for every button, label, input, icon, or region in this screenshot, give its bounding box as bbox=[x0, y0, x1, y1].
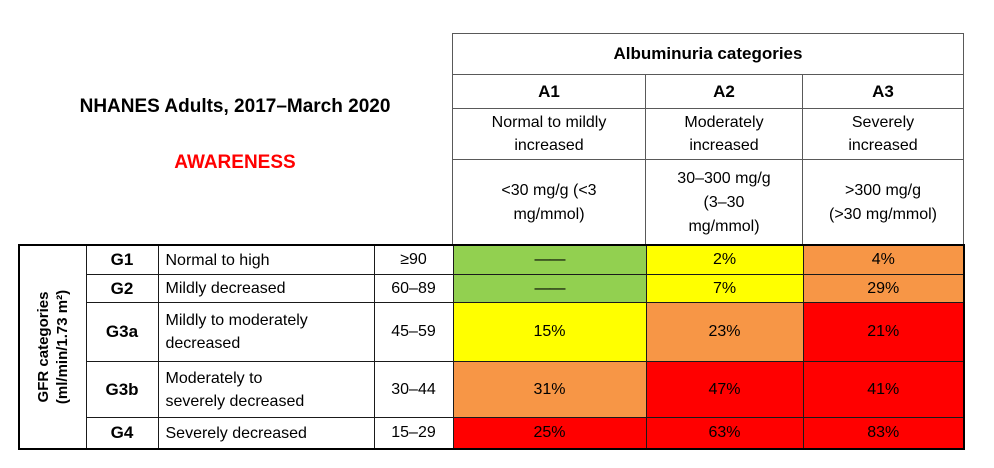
title-block: NHANES Adults, 2017–March 2020 AWARENESS bbox=[18, 96, 452, 174]
table-row-g1: GFR categories (ml/min/1.73 m²) G1 Norma… bbox=[18, 244, 965, 450]
cell-g2-a2: 7% bbox=[645, 274, 804, 303]
row-code-g3b: G3b bbox=[85, 361, 159, 418]
column-code-a3: A3 bbox=[802, 74, 964, 109]
row-code-g3a: G3a bbox=[85, 302, 159, 362]
row-label-g1: Normal to high bbox=[157, 244, 375, 275]
gfr-matrix-table: GFR categories (ml/min/1.73 m²) G1 Norma… bbox=[18, 244, 965, 450]
table-row-g4: G4 Severely decreased 15–29 25% 63% 83% bbox=[19, 417, 965, 450]
study-title: NHANES Adults, 2017–March 2020 bbox=[79, 96, 391, 117]
cell-g3a-a2: 23% bbox=[645, 302, 804, 362]
cell-g3b-a3: 41% bbox=[802, 361, 965, 418]
cell-g4-a2: 63% bbox=[645, 417, 804, 450]
row-label-g3b: Moderately to severely decreased bbox=[157, 361, 375, 418]
cell-g1-a2: 2% bbox=[645, 244, 804, 275]
row-label-g2: Mildly decreased bbox=[157, 274, 375, 303]
gfr-axis-label: GFR categories (ml/min/1.73 m²) bbox=[34, 290, 72, 404]
cell-g4-a3: 83% bbox=[802, 417, 965, 450]
cell-g3b-a2: 47% bbox=[645, 361, 804, 418]
albuminuria-label-row: Normal to mildly increased Moderately in… bbox=[452, 108, 964, 160]
row-code-g4: G4 bbox=[85, 417, 159, 450]
cell-g3a-a1: 15% bbox=[452, 302, 647, 362]
gfr-axis-label-cell: GFR categories (ml/min/1.73 m²) bbox=[18, 244, 87, 450]
row-label-g3a: Mildly to moderately decreased bbox=[157, 302, 375, 362]
gfr-axis-label-line1: GFR categories bbox=[34, 291, 52, 403]
measure-title: AWARENESS bbox=[174, 152, 296, 173]
row-range-g2: 60–89 bbox=[373, 274, 454, 303]
cell-g2-a1: —— bbox=[452, 274, 647, 303]
row-code-g1: G1 bbox=[85, 244, 159, 275]
table-row-g3a: G3a Mildly to moderately decreased 45–59… bbox=[19, 302, 965, 362]
column-range-a2: 30–300 mg/g (3–30 mg/mmol) bbox=[645, 159, 803, 246]
column-code-a2: A2 bbox=[645, 74, 803, 109]
cell-g3a-a3: 21% bbox=[802, 302, 965, 362]
albuminuria-code-row: A1 A2 A3 bbox=[452, 74, 964, 109]
column-label-a2: Moderately increased bbox=[645, 108, 803, 160]
row-code-g2: G2 bbox=[85, 274, 159, 303]
row-range-g1: ≥90 bbox=[373, 244, 454, 275]
cell-g3b-a1: 31% bbox=[452, 361, 647, 418]
albuminuria-header-table: Albuminuria categories A1 A2 A3 Normal t… bbox=[452, 33, 964, 246]
cell-g2-a3: 29% bbox=[802, 274, 965, 303]
column-label-a3: Severely increased bbox=[802, 108, 964, 160]
albuminuria-range-row: <30 mg/g (<3 mg/mmol) 30–300 mg/g (3–30 … bbox=[452, 159, 964, 246]
cell-g1-a1: —— bbox=[452, 244, 647, 275]
row-range-g3b: 30–44 bbox=[373, 361, 454, 418]
row-range-g4: 15–29 bbox=[373, 417, 454, 450]
gfr-axis-label-line2: (ml/min/1.73 m²) bbox=[53, 289, 71, 405]
table-row-g2: G2 Mildly decreased 60–89 —— 7% 29% bbox=[19, 274, 965, 303]
albuminuria-title-row: Albuminuria categories bbox=[452, 33, 964, 75]
column-range-a3: >300 mg/g (>30 mg/mmol) bbox=[802, 159, 964, 246]
column-range-a1: <30 mg/g (<3 mg/mmol) bbox=[452, 159, 646, 246]
row-label-g4: Severely decreased bbox=[157, 417, 375, 450]
cell-g1-a3: 4% bbox=[802, 244, 965, 275]
cell-g4-a1: 25% bbox=[452, 417, 647, 450]
albuminuria-categories-header: Albuminuria categories bbox=[452, 33, 964, 75]
table-row-g3b: G3b Moderately to severely decreased 30–… bbox=[19, 361, 965, 418]
column-label-a1: Normal to mildly increased bbox=[452, 108, 646, 160]
row-range-g3a: 45–59 bbox=[373, 302, 454, 362]
column-code-a1: A1 bbox=[452, 74, 646, 109]
